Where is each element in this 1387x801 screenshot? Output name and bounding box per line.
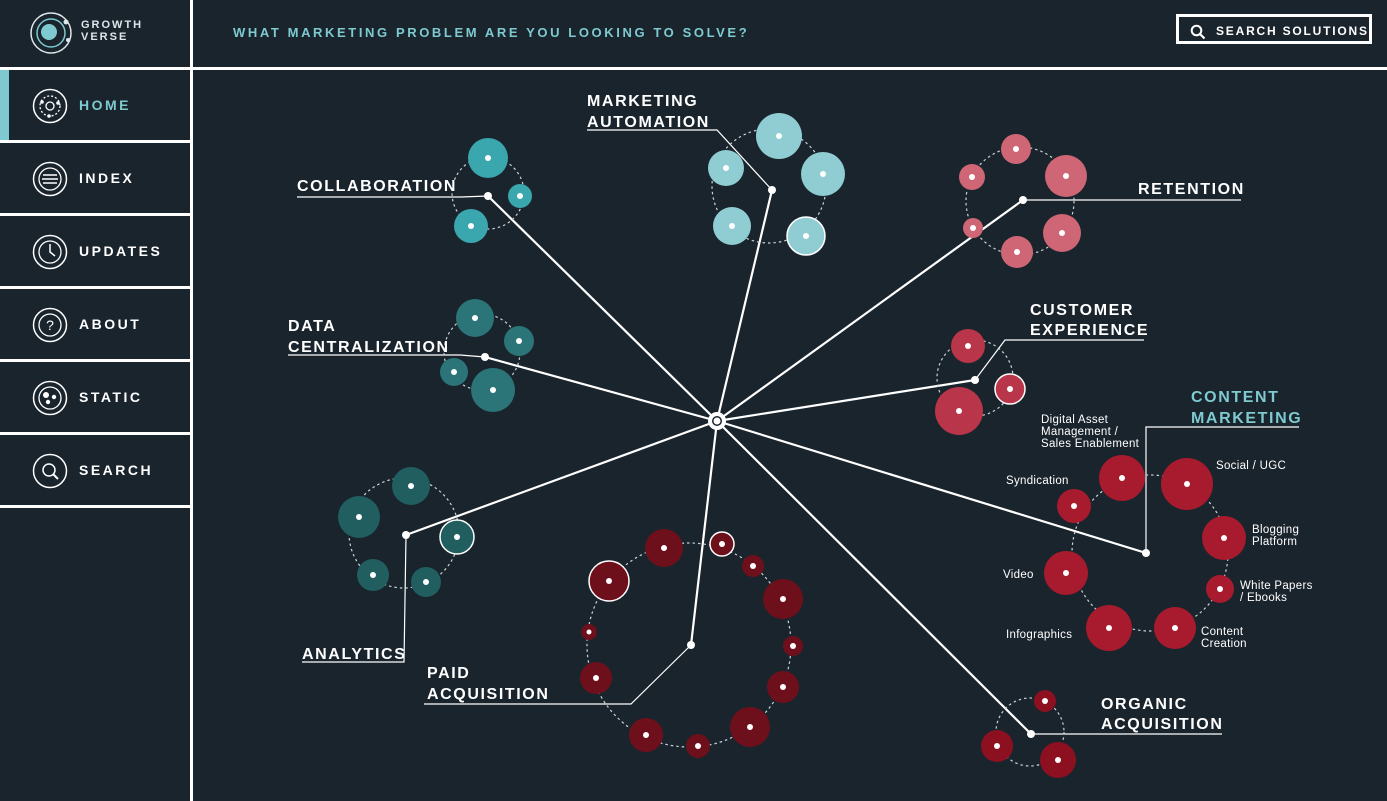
sublabel-infographics[interactable]: Infographics <box>1006 629 1072 641</box>
magnifier-icon <box>1190 24 1206 40</box>
list-icon <box>32 161 68 197</box>
nav-item-updates[interactable]: UPDATES <box>0 216 190 289</box>
question-icon: ? <box>32 307 68 343</box>
collaboration-cluster[interactable] <box>454 138 532 243</box>
clock-icon <box>32 234 68 270</box>
nav-label-home: HOME <box>79 97 131 113</box>
sublabel-white-papers-2[interactable]: / Ebooks <box>1240 592 1287 604</box>
sublabel-digital-asset-3[interactable]: Sales Enablement <box>1041 438 1140 450</box>
label-organic-acquisition-2[interactable]: ACQUISITION <box>1101 716 1224 733</box>
top-bar: WHAT MARKETING PROBLEM ARE YOU LOOKING T… <box>193 0 1387 70</box>
nav-item-home[interactable]: HOME <box>0 70 190 143</box>
retention-cluster[interactable] <box>959 134 1087 268</box>
nav-item-search[interactable]: SEARCH <box>0 435 190 508</box>
sublabel-content-creation-1[interactable]: Content <box>1201 626 1244 638</box>
sublabel-blogging-1[interactable]: Blogging <box>1252 524 1299 536</box>
sublabel-content-creation-2[interactable]: Creation <box>1201 638 1247 650</box>
organic-acquisition-cluster[interactable] <box>981 690 1076 778</box>
sublabel-syndication[interactable]: Syndication <box>1006 475 1069 487</box>
label-data-centralization-2[interactable]: CENTRALIZATION <box>288 339 450 356</box>
sublabel-digital-asset-1[interactable]: Digital Asset <box>1041 414 1109 426</box>
label-marketing-automation-1[interactable]: MARKETING <box>587 93 698 110</box>
label-content-marketing-1[interactable]: CONTENT <box>1191 389 1280 406</box>
solutions-map[interactable]: COLLABORATION MARKETING AUTOMATION RETEN… <box>193 70 1387 801</box>
nav-item-index[interactable]: INDEX <box>0 143 190 216</box>
logo-line-2: VERSE <box>81 31 129 43</box>
nav-label-search: SEARCH <box>79 462 154 478</box>
sublabel-digital-asset-2[interactable]: Management / <box>1041 426 1119 438</box>
customer-experience-cluster[interactable] <box>935 329 1026 435</box>
label-organic-acquisition-1[interactable]: ORGANIC <box>1101 696 1188 713</box>
map-spokes <box>405 189 1147 735</box>
nav-label-index: INDEX <box>79 170 135 186</box>
data-centralization-cluster[interactable] <box>440 299 534 412</box>
nav-label-updates: UPDATES <box>79 243 163 259</box>
label-marketing-automation-2[interactable]: AUTOMATION <box>587 114 710 131</box>
nav-label-about: ABOUT <box>79 316 142 332</box>
growthverse-logo-icon <box>30 12 72 54</box>
sidebar: GROWTH VERSE HOME INDEX UPDATES <box>0 0 193 801</box>
search-icon <box>32 453 68 489</box>
svg-text:?: ? <box>46 317 54 333</box>
logo-text: GROWTH VERSE <box>81 19 143 43</box>
sublabel-video[interactable]: Video <box>1003 569 1034 581</box>
nav-item-static[interactable]: STATIC <box>0 362 190 435</box>
logo-line-1: GROWTH <box>81 19 144 31</box>
label-customer-experience-2[interactable]: EXPERIENCE <box>1030 322 1149 339</box>
search-solutions-button[interactable]: SEARCH SOLUTIONS <box>1176 14 1372 44</box>
label-paid-acquisition-2[interactable]: ACQUISITION <box>427 686 550 703</box>
marketing-automation-cluster[interactable] <box>708 113 845 256</box>
sublabel-blogging-2[interactable]: Platform <box>1252 536 1297 548</box>
home-orbit-icon <box>32 88 68 124</box>
logo[interactable]: GROWTH VERSE <box>0 0 190 70</box>
label-connectors <box>288 129 1299 735</box>
label-analytics[interactable]: ANALYTICS <box>302 646 407 663</box>
nav-item-about[interactable]: ? ABOUT <box>0 289 190 362</box>
search-solutions-label: SEARCH SOLUTIONS <box>1216 24 1369 38</box>
label-retention[interactable]: RETENTION <box>1138 181 1245 198</box>
paid-acquisition-cluster[interactable] <box>580 529 803 758</box>
label-customer-experience-1[interactable]: CUSTOMER <box>1030 302 1134 319</box>
label-data-centralization-1[interactable]: DATA <box>288 318 336 335</box>
content-marketing-cluster[interactable] <box>1044 455 1246 651</box>
analytics-cluster[interactable] <box>338 467 475 597</box>
sublabel-white-papers-1[interactable]: White Papers <box>1240 580 1313 592</box>
page-question: WHAT MARKETING PROBLEM ARE YOU LOOKING T… <box>233 25 750 40</box>
label-collaboration[interactable]: COLLABORATION <box>297 178 457 195</box>
dots-icon <box>32 380 68 416</box>
sublabel-social[interactable]: Social / UGC <box>1216 460 1286 472</box>
label-paid-acquisition-1[interactable]: PAID <box>427 665 470 682</box>
nav-label-static: STATIC <box>79 389 143 405</box>
label-content-marketing-2[interactable]: MARKETING <box>1191 410 1302 427</box>
